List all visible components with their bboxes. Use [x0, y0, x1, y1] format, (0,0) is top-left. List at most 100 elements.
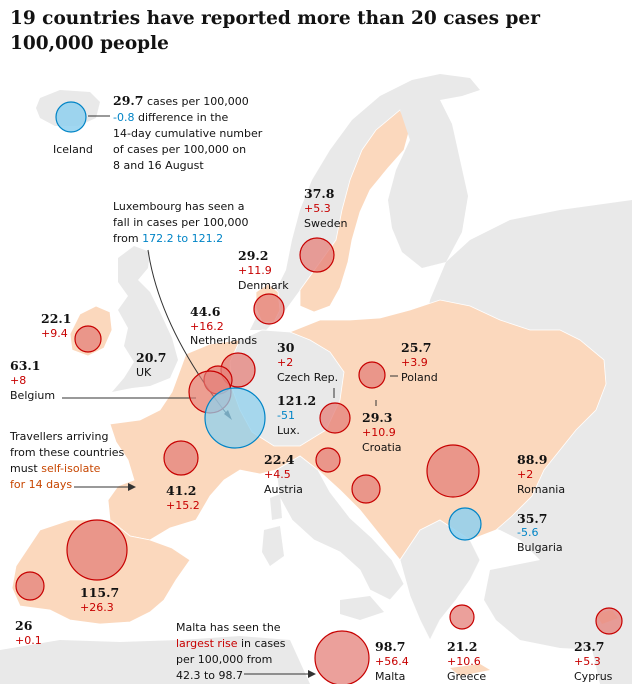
- denmark-circle: [253, 293, 285, 325]
- cyprus-change: +5.3: [574, 655, 601, 668]
- bulgaria-change: -5.6: [517, 526, 539, 539]
- czech-cases: 30: [277, 340, 295, 355]
- cyprus-circle: [595, 607, 623, 635]
- netherlands-change: +16.2: [190, 320, 224, 333]
- sicily-landmass: [340, 596, 384, 620]
- croatia-cases: 29.3: [362, 410, 393, 425]
- austria-change: +4.5: [264, 468, 291, 481]
- great-britain-landmass: [112, 246, 178, 392]
- luxembourg-annotation: Luxembourg has seen a fall in cases per …: [113, 199, 249, 247]
- malta-name: Malta: [375, 670, 406, 683]
- austria-name: Austria: [264, 483, 303, 496]
- croatia-name: Croatia: [362, 441, 402, 454]
- bulgaria-name: Bulgaria: [517, 541, 563, 554]
- greece-change: +10.6: [447, 655, 481, 668]
- netherlands-name: Netherlands: [190, 334, 258, 347]
- luxembourg-note-line2: fall in cases per 100,000: [113, 216, 249, 229]
- uk-cases: 20.7: [136, 350, 167, 365]
- bulgaria-circle: [448, 507, 482, 541]
- romania-change: +2: [517, 468, 534, 481]
- luxembourg-note-prefix: from: [113, 232, 139, 245]
- europe-map: [0, 74, 632, 684]
- iceland-cases-suffix: cases per 100,000: [146, 95, 249, 108]
- luxembourg-cases: 121.2: [277, 393, 317, 408]
- map-title: 19 countries have reported more than 20 …: [10, 8, 540, 54]
- belgium-name: Belgium: [10, 389, 56, 402]
- sweden-change: +5.3: [304, 202, 331, 215]
- france-change: +15.2: [166, 499, 200, 512]
- romania-circle: [426, 444, 480, 498]
- iceland-key-line5: 8 and 16 August: [113, 159, 204, 172]
- corsica-landmass: [270, 494, 282, 520]
- poland-cases: 25.7: [401, 340, 432, 355]
- croatia-circle: [351, 474, 381, 504]
- netherlands-cases: 44.6: [190, 304, 221, 319]
- greece-circle: [449, 604, 475, 630]
- sweden-name: Sweden: [304, 217, 348, 230]
- iceland-key-line4: of cases per 100,000 on: [113, 143, 247, 156]
- north-africa-landmass: [0, 636, 310, 684]
- malta-annotation: Malta has seen the largest rise in cases…: [176, 620, 286, 684]
- malta-note-line3: per 100,000 from: [176, 653, 273, 666]
- sardinia-landmass: [262, 526, 284, 566]
- travel-arrowhead: [128, 483, 136, 491]
- spain-cases: 115.7: [80, 585, 120, 600]
- denmark-name: Denmark: [238, 279, 289, 292]
- portugal-change: +0.1: [15, 634, 42, 647]
- czech-name: Czech Rep.: [277, 371, 339, 384]
- malta-cases: 98.7: [375, 639, 406, 654]
- travel-note-highlight: self-isolate: [41, 462, 101, 475]
- czech-change: +2: [277, 356, 294, 369]
- italy-landmass: [275, 455, 405, 601]
- poland-change: +3.9: [401, 356, 428, 369]
- turkey-landmass: [484, 560, 632, 650]
- uk-name: UK: [136, 366, 152, 379]
- cyprus-cases: 23.7: [574, 639, 605, 654]
- malta-note-suffix: in cases: [241, 637, 286, 650]
- travel-note-line1: Travellers arriving: [10, 430, 109, 443]
- iceland-key-line3: 14-day cumulative number: [113, 127, 263, 140]
- balkans-landmass: [399, 519, 481, 641]
- czech-circle: [319, 402, 351, 434]
- cyprus-name: Cyprus: [574, 670, 613, 683]
- case-circles: [15, 101, 623, 684]
- travel-annotation: Travellers arriving from these countries…: [10, 429, 124, 493]
- belgium-cases: 63.1: [10, 358, 41, 373]
- finland-landmass: [388, 96, 468, 268]
- austria-cases: 22.4: [264, 452, 295, 467]
- france-cases: 41.2: [166, 483, 197, 498]
- malta-circle: [314, 630, 370, 684]
- poland-name: Poland: [401, 371, 438, 384]
- sweden-cases: 37.8: [304, 186, 335, 201]
- travel-note-line4: for 14 days: [10, 478, 73, 491]
- spain-change: +26.3: [80, 601, 114, 614]
- sweden-circle: [299, 237, 335, 273]
- france-circle: [163, 440, 199, 476]
- iceland-cases: 29.7: [113, 93, 144, 108]
- romania-name: Romania: [517, 483, 566, 496]
- luxembourg-note-highlight: 172.2 to 121.2: [142, 232, 224, 245]
- ireland-cases: 22.1: [41, 311, 72, 326]
- malta-change: +56.4: [375, 655, 409, 668]
- luxembourg-name: Lux.: [277, 424, 300, 437]
- greece-name: Greece: [447, 670, 487, 683]
- iceland-circle: [55, 101, 87, 133]
- travel-note-prefix: must: [10, 462, 38, 475]
- luxembourg-change: -51: [277, 409, 295, 422]
- crete-landmass: [450, 664, 490, 676]
- malta-note-line4: 42.3 to 98.7: [176, 669, 244, 682]
- malta-note-line1: Malta has seen the: [176, 621, 281, 634]
- portugal-cases: 26: [15, 618, 33, 633]
- poland-circle: [358, 361, 386, 389]
- malta-arrowhead: [308, 670, 316, 678]
- spain-circle: [66, 519, 128, 581]
- austria-circle: [315, 447, 341, 473]
- iceland-change: -0.8: [113, 111, 135, 124]
- portugal-circle: [15, 571, 45, 601]
- iceland-name: Iceland: [53, 143, 93, 156]
- malta-note-highlight: largest rise: [176, 637, 238, 650]
- bulgaria-cases: 35.7: [517, 511, 548, 526]
- belgium-change: +8: [10, 374, 27, 387]
- ireland-change: +9.4: [41, 327, 68, 340]
- ireland-circle: [74, 325, 102, 353]
